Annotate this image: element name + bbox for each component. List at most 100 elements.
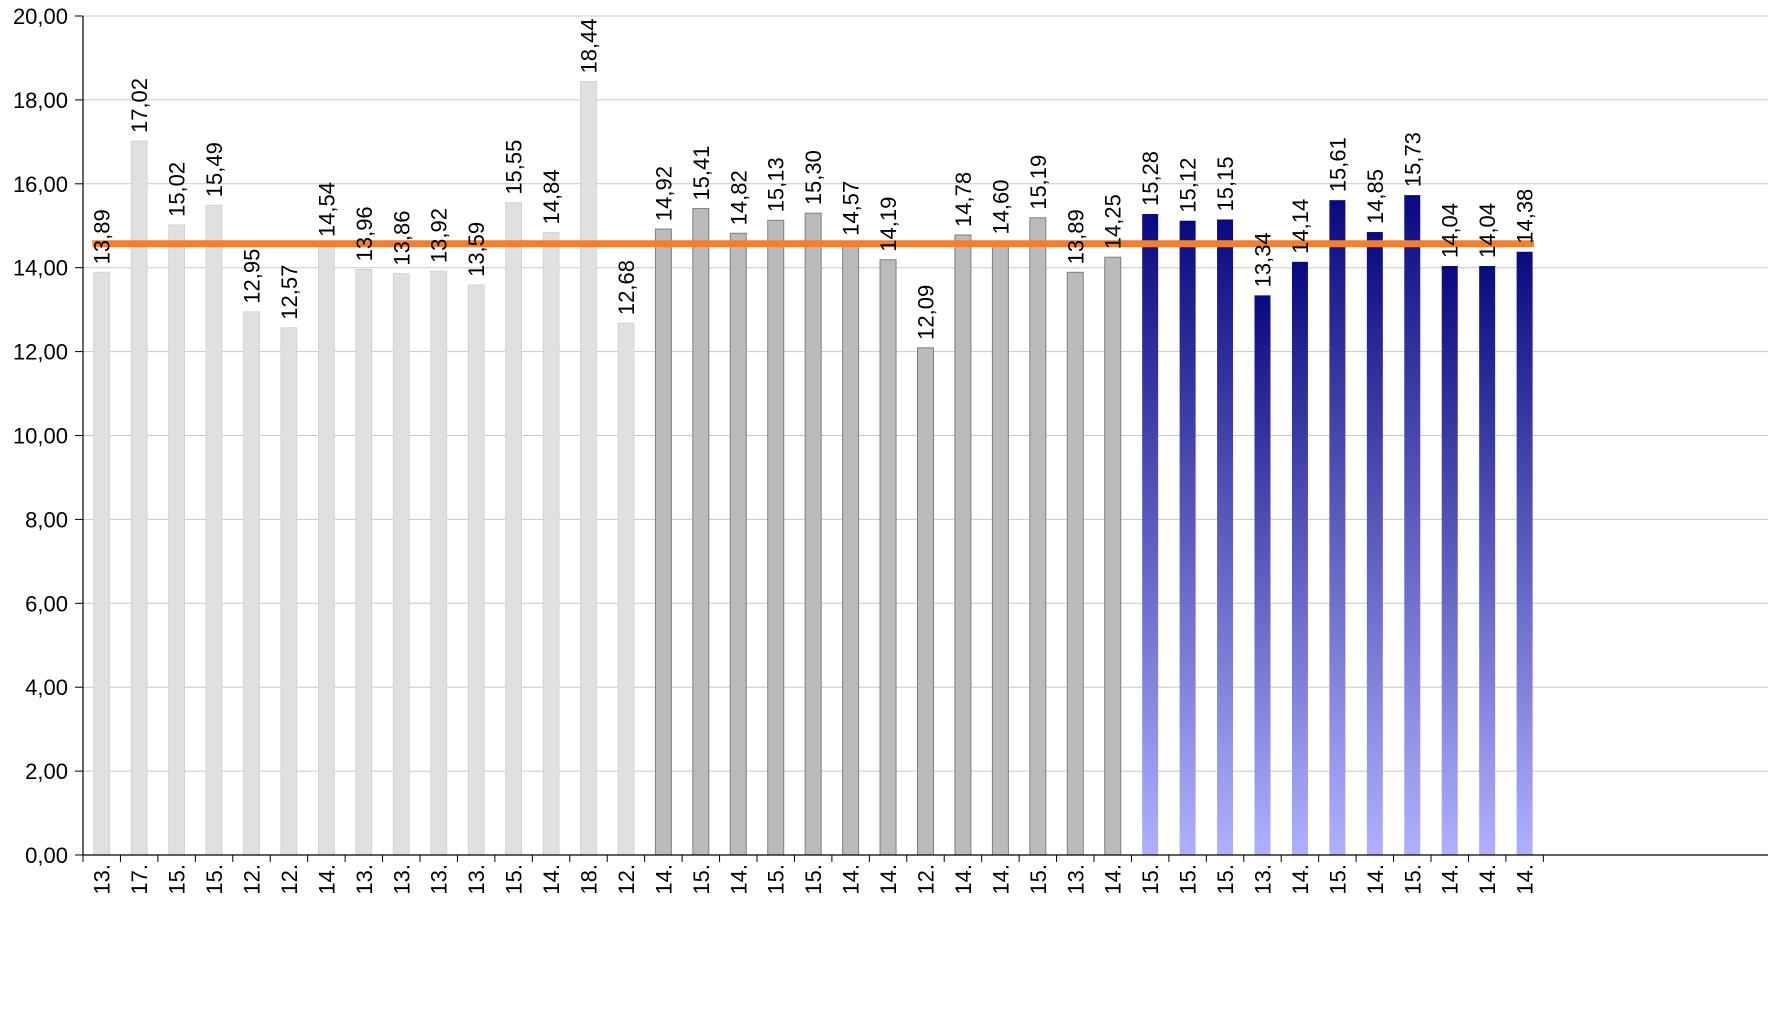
data-label: 14,57 bbox=[839, 181, 864, 236]
bar bbox=[542, 232, 560, 856]
x-tick-label: 14. bbox=[1363, 864, 1388, 895]
x-tick-label: 15. bbox=[165, 864, 190, 895]
x-tick-label: 13. bbox=[90, 864, 115, 895]
x-tick-label: 15. bbox=[202, 864, 227, 895]
y-tick-label: 20,00 bbox=[13, 4, 68, 29]
bar bbox=[1366, 232, 1383, 856]
bar bbox=[654, 228, 672, 856]
x-tick-label: 14. bbox=[839, 864, 864, 895]
y-tick-label: 18,00 bbox=[13, 88, 68, 113]
bars bbox=[93, 81, 1533, 856]
bar bbox=[1404, 195, 1421, 856]
x-tick-label: 18. bbox=[577, 864, 602, 895]
bar bbox=[205, 204, 223, 856]
x-tick-label: 12. bbox=[240, 864, 265, 895]
y-tick-labels: 0,00 2,00 4,00 6,00 8,00 10,00 12,00 14,00 16,00… bbox=[13, 4, 68, 868]
bar bbox=[991, 242, 1009, 856]
bar bbox=[355, 268, 373, 856]
bar bbox=[580, 81, 597, 856]
bar bbox=[767, 219, 785, 856]
y-tick-label: 10,00 bbox=[13, 424, 68, 449]
bar bbox=[130, 140, 148, 856]
bar bbox=[467, 284, 485, 856]
x-tick-labels: 13. 17. 15. 15. 12. 12. 14. 13. 13. 13. 13. 15. 14. 1… bbox=[90, 864, 1538, 895]
data-labels: 13,89 17,02 15,02 15,49 12,95 12,57 14,54 13,96… bbox=[90, 18, 1538, 339]
x-tick-label: 14. bbox=[951, 864, 976, 895]
bar bbox=[1254, 295, 1271, 856]
x-tick-label: 15. bbox=[1400, 864, 1425, 895]
data-label: 14,38 bbox=[1513, 189, 1538, 244]
x-tick-label: 12. bbox=[914, 864, 939, 895]
x-tick-label: 13. bbox=[352, 864, 377, 895]
x-tick-label: 17. bbox=[127, 864, 152, 895]
data-label: 12,09 bbox=[914, 285, 939, 340]
data-label: 15,55 bbox=[502, 140, 527, 195]
x-tick-label: 13. bbox=[427, 864, 452, 895]
y-tick-label: 16,00 bbox=[13, 172, 68, 197]
x-tick-label: 14. bbox=[314, 864, 339, 895]
bar bbox=[1479, 266, 1496, 856]
y-tick-label: 0,00 bbox=[25, 843, 68, 868]
x-tick-label: 15. bbox=[1026, 864, 1051, 895]
x-tick-label: 14. bbox=[726, 864, 751, 895]
data-label: 14,54 bbox=[314, 182, 339, 237]
y-tick-label: 8,00 bbox=[25, 507, 68, 532]
x-tick-label: 14. bbox=[876, 864, 901, 895]
x-tick-label: 15. bbox=[502, 864, 527, 895]
bar bbox=[917, 347, 934, 856]
x-tick-label: 14. bbox=[1475, 864, 1500, 895]
bar bbox=[617, 322, 635, 856]
data-label: 18,44 bbox=[577, 18, 602, 73]
data-label: 15,15 bbox=[1213, 156, 1238, 211]
data-label: 13,34 bbox=[1251, 232, 1276, 287]
data-label: 14,25 bbox=[1101, 194, 1126, 249]
x-tick-label: 13. bbox=[1063, 864, 1088, 895]
data-label: 12,95 bbox=[240, 249, 265, 304]
x-tick-label: 13. bbox=[464, 864, 489, 895]
x-tick-label: 15. bbox=[1325, 864, 1350, 895]
bar bbox=[954, 234, 972, 856]
y-tick-label: 2,00 bbox=[25, 759, 68, 784]
bar bbox=[243, 311, 260, 856]
data-label: 14,04 bbox=[1475, 203, 1500, 258]
data-label: 13,89 bbox=[90, 209, 115, 264]
bar bbox=[1066, 271, 1084, 856]
x-tick-label: 14. bbox=[988, 864, 1013, 895]
bar bbox=[1516, 251, 1533, 855]
bar bbox=[1217, 219, 1234, 855]
data-label: 14,04 bbox=[1438, 203, 1463, 258]
data-label: 14,84 bbox=[539, 169, 564, 224]
data-label: 14,78 bbox=[951, 172, 976, 227]
x-tick-label: 15. bbox=[1176, 864, 1201, 895]
bar bbox=[505, 202, 523, 856]
bar bbox=[1329, 200, 1346, 855]
y-tick-label: 6,00 bbox=[25, 591, 68, 616]
x-tick-label: 15. bbox=[1138, 864, 1163, 895]
bar bbox=[93, 271, 111, 856]
bar bbox=[879, 259, 897, 856]
data-label: 15,13 bbox=[764, 157, 789, 212]
y-tick-label: 12,00 bbox=[13, 340, 68, 365]
x-tick-label: 14. bbox=[539, 864, 564, 895]
bar bbox=[1441, 266, 1458, 856]
bar bbox=[392, 273, 410, 856]
data-label: 15,61 bbox=[1325, 137, 1350, 192]
x-tick-label: 14. bbox=[1513, 864, 1538, 895]
data-label: 12,68 bbox=[614, 260, 639, 315]
x-tick-label: 15. bbox=[689, 864, 714, 895]
data-label: 15,12 bbox=[1176, 158, 1201, 213]
y-tick-label: 4,00 bbox=[25, 675, 68, 700]
data-label: 15,49 bbox=[202, 142, 227, 197]
x-tick-label: 14. bbox=[1101, 864, 1126, 895]
x-tick-label: 13. bbox=[1251, 864, 1276, 895]
data-label: 15,02 bbox=[165, 162, 190, 217]
x-tick-label: 15. bbox=[801, 864, 826, 895]
bar bbox=[1179, 220, 1196, 855]
x-tick-label: 13. bbox=[389, 864, 414, 895]
data-label: 14,14 bbox=[1288, 199, 1313, 254]
bar bbox=[1104, 256, 1122, 856]
x-tick-label: 14. bbox=[651, 864, 676, 895]
data-label: 14,92 bbox=[651, 166, 676, 221]
bar bbox=[280, 327, 298, 856]
